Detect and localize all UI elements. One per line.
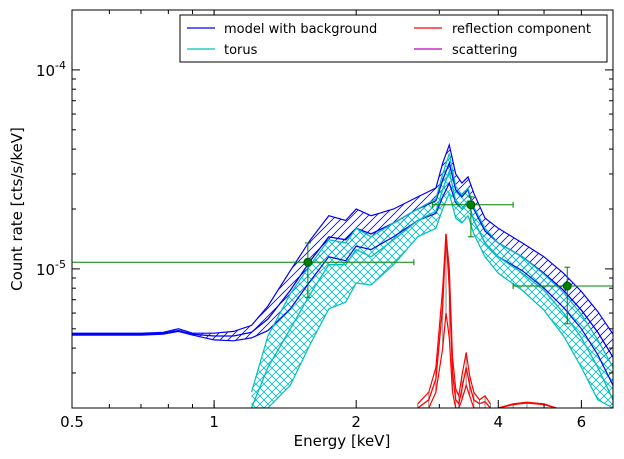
legend-label-reflection-component: reflection component	[452, 22, 591, 37]
reflection-component-3-line	[498, 402, 557, 408]
axis-ticks	[71, 10, 613, 408]
x-tick-label-1: 1	[209, 413, 219, 431]
data-point-2	[562, 281, 572, 291]
legend-label-torus: torus	[224, 43, 258, 58]
x-tick-label-0: 0.5	[60, 413, 84, 431]
torus-1-band-low	[251, 191, 613, 408]
y-tick-label-0: 10-5	[36, 258, 66, 279]
y-axis-label: Count rate [cts/s/keV]	[8, 127, 26, 291]
x-tick-label-2: 2	[351, 413, 361, 431]
model-lines	[72, 142, 613, 408]
model-with-background-0-band-low	[72, 181, 613, 386]
reflection-component-2-band-low	[417, 313, 491, 408]
reflection-component-2-band-high	[417, 233, 491, 405]
torus-1-line	[250, 168, 613, 408]
legend: model with background reflection componen…	[179, 14, 608, 63]
tick-labels: 0.5 1 2 4 6 10-5 10-4	[36, 59, 586, 431]
legend-frame	[179, 14, 608, 63]
y-tick-label-1: 10-4	[36, 59, 66, 80]
torus-1-band-high	[250, 153, 613, 393]
x-tick-label-3: 4	[494, 413, 504, 431]
legend-label-model-with-background: model with background	[224, 22, 377, 37]
model-with-background-0-band-high	[72, 142, 613, 335]
data-point-0	[303, 257, 313, 267]
plot-background	[72, 10, 613, 408]
data-point-1	[466, 200, 476, 210]
legend-label-scattering: scattering	[452, 43, 518, 58]
x-tick-label-4: 6	[577, 413, 587, 431]
reflection-component-2-line	[417, 233, 491, 408]
data-points	[72, 196, 613, 325]
x-axis-label: Energy [keV]	[294, 432, 391, 450]
